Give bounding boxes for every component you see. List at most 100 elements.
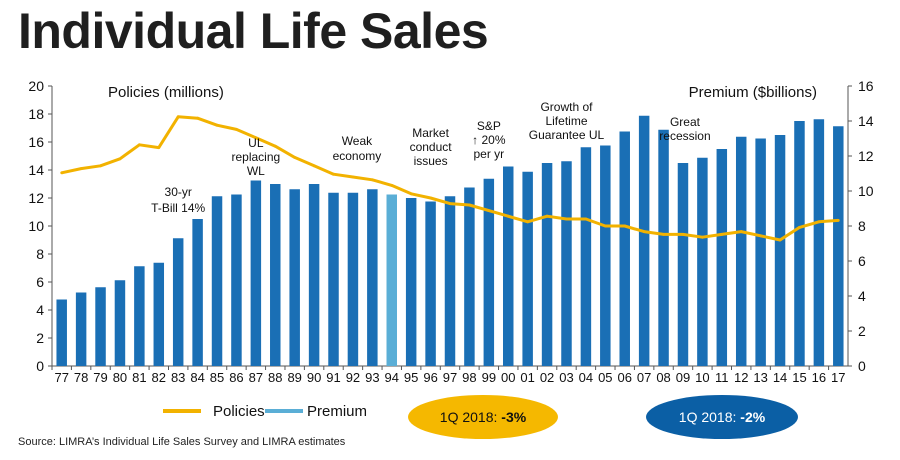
premium-bar <box>561 161 572 366</box>
annotation-text: UL <box>248 136 264 150</box>
x-tick-label: 01 <box>520 370 534 385</box>
x-tick-label: 06 <box>617 370 631 385</box>
right-tick-label: 12 <box>858 148 874 164</box>
x-tick-label: 16 <box>812 370 826 385</box>
premium-bar <box>192 219 203 366</box>
right-tick-label: 16 <box>858 78 874 94</box>
x-tick-label: 94 <box>385 370 399 385</box>
premium-bar <box>386 194 397 366</box>
policies-point <box>798 226 801 229</box>
premium-bar <box>774 135 786 366</box>
annotation-text: 30-yr <box>165 185 192 199</box>
premium-bar <box>658 129 669 366</box>
policies-point <box>79 167 83 171</box>
premium-bar <box>153 262 165 366</box>
source-note: Source: LIMRA’s Individual Life Sales Su… <box>18 436 346 448</box>
callout-policies-oval <box>408 395 558 439</box>
right-tick-label: 8 <box>858 218 866 234</box>
premium-bar <box>270 184 281 366</box>
line-layer <box>60 115 840 242</box>
premium-bar <box>619 131 630 366</box>
policies-point <box>468 203 471 207</box>
legend: Policies Premium <box>163 403 367 420</box>
premium-bar <box>231 194 242 366</box>
policies-point <box>603 224 607 228</box>
right-tick-label: 10 <box>858 183 874 199</box>
policies-point <box>681 233 685 236</box>
x-tick-label: 86 <box>229 370 243 385</box>
right-tick-label: 6 <box>858 253 866 269</box>
policies-point <box>99 164 102 168</box>
premium-bar <box>114 280 126 366</box>
annotation-text: conduct <box>410 140 453 154</box>
left-tick-label: 14 <box>28 162 44 178</box>
callout-policies-value: -3% <box>501 409 526 425</box>
x-tick-label: 17 <box>831 370 845 385</box>
x-tick-label: 07 <box>637 370 651 385</box>
callout-policies-text: 1Q 2018: -3% <box>440 409 527 425</box>
policies-point <box>836 219 840 222</box>
policies-point <box>293 156 297 159</box>
callout-policies: 1Q 2018: -3% <box>408 395 558 439</box>
policies-point <box>118 157 122 161</box>
x-tick-label: 12 <box>734 370 748 385</box>
premium-bar <box>716 149 728 366</box>
callout-premium-oval <box>646 395 798 439</box>
bars-layer <box>56 115 844 366</box>
x-tick-label: 78 <box>74 370 88 385</box>
premium-bar <box>134 266 145 366</box>
premium-bar <box>56 299 67 366</box>
policies-point <box>526 220 530 224</box>
premium-bar <box>464 187 475 366</box>
policies-point <box>565 217 568 221</box>
policies-point <box>332 172 335 176</box>
x-tick-label: 88 <box>268 370 282 385</box>
annotation-text: Growth of <box>540 100 593 114</box>
premium-bar <box>250 180 262 366</box>
policies-point <box>215 123 219 127</box>
annotation-text: Guarantee UL <box>529 128 605 142</box>
premium-bar <box>677 163 689 366</box>
premium-bar <box>444 196 456 366</box>
annotation-text: Market <box>412 126 449 140</box>
x-tick-label: 05 <box>598 370 612 385</box>
policies-point <box>409 192 413 196</box>
left-tick-label: 8 <box>36 246 44 262</box>
policies-point <box>487 209 491 213</box>
policies-point <box>137 143 141 147</box>
policies-point <box>739 230 743 234</box>
x-tick-label: 09 <box>676 370 690 385</box>
policies-point <box>817 220 821 224</box>
annotation-text: Lifetime <box>545 114 587 128</box>
premium-bar <box>813 119 825 366</box>
annotation-text: ↑ 20% <box>472 133 506 147</box>
left-tick-label: 20 <box>28 78 44 94</box>
premium-bar <box>522 171 533 366</box>
callout-premium-prefix: 1Q 2018: <box>679 409 741 425</box>
x-tick-label: 81 <box>132 370 146 385</box>
left-tick-label: 0 <box>36 358 44 374</box>
x-tick-label: 15 <box>792 370 806 385</box>
policies-point <box>370 178 374 182</box>
annotation-text: economy <box>333 149 382 163</box>
policies-point <box>60 171 64 175</box>
x-tick-label: 13 <box>753 370 767 385</box>
right-tick-label: 14 <box>858 113 874 129</box>
left-tick-label: 18 <box>28 106 44 122</box>
x-tick-label: 90 <box>307 370 321 385</box>
legend-policies-label: Policies <box>213 403 265 420</box>
annotation-text: Great <box>670 115 701 129</box>
legend-premium-label: Premium <box>307 403 367 420</box>
callout-policies-prefix: 1Q 2018: <box>440 409 502 425</box>
premium-bar <box>541 163 553 366</box>
annotation-text: per yr <box>473 147 504 161</box>
annotation-text: recession <box>659 129 710 143</box>
x-tick-label: 92 <box>346 370 360 385</box>
x-tick-label: 08 <box>656 370 670 385</box>
x-tick-label: 97 <box>443 370 457 385</box>
premium-bar <box>211 196 223 366</box>
policies-point <box>584 217 588 221</box>
